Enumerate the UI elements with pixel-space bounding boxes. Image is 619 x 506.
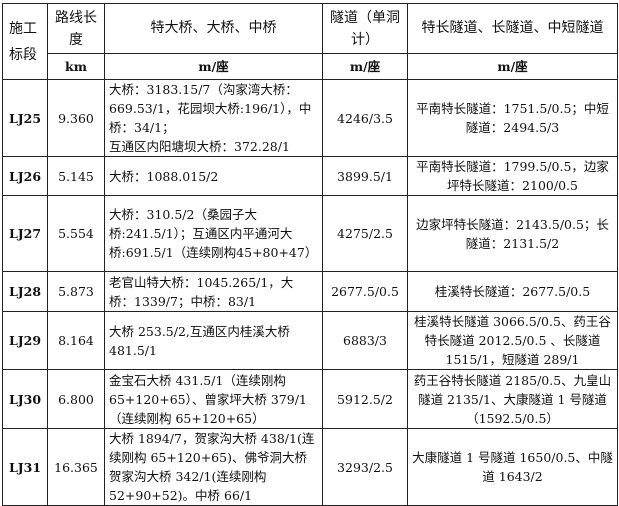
tunnels-cell: 3899.5/1 — [322, 156, 408, 196]
unit-length: km — [47, 53, 105, 80]
header-row: 施工标段 路线长度 特大桥、大桥、中桥 隧道（单洞计） 特长隧道、长隧道、中短隧… — [2, 3, 618, 80]
length-cell: 6.800 — [47, 369, 105, 429]
tunnels-cell: 6883/3 — [322, 311, 408, 370]
length-cell: 5.873 — [47, 271, 105, 312]
tunnel-types-cell: 大康隧道 1 号隧道 1650/0.5、中隧道 1643/2 — [407, 428, 618, 506]
section-cell: LJ29 — [2, 311, 48, 370]
construction-sections-table: 施工标段 路线长度 特大桥、大桥、中桥 隧道（单洞计） 特长隧道、长隧道、中短隧… — [2, 3, 618, 506]
tunnel-types-cell: 药王谷特长隧道 2185/0.5、九皇山隧道 2135/1、大康隧道 1 号隧道… — [407, 369, 618, 429]
header-tunnel-types: 特长隧道、长隧道、中短隧道 — [407, 3, 618, 54]
table-row: LJ25 9.360 大桥：3183.15/7（沟家湾大桥：669.53/1，花园坝… — [2, 79, 618, 157]
section-cell: LJ27 — [2, 195, 48, 272]
bridges-cell: 大桥：3183.15/7（沟家湾大桥：669.53/1，花园坝大桥:196/1）… — [104, 79, 323, 157]
tunnels-cell: 4246/3.5 — [322, 79, 408, 157]
tunnel-types-cell: 边家坪特长隧道：2143.5/0.5；长隧道：2131.5/2 — [407, 195, 618, 272]
length-cell: 5.145 — [47, 156, 105, 196]
tunnel-types-cell: 平南特长隧道：1751.5/0.5；中短隧道：2494.5/3 — [407, 79, 618, 157]
table-row: LJ31 16.365 大桥 1894/7，贺家沟大桥 438/1(连续刚构 65+… — [2, 428, 618, 506]
table-row: LJ29 8.164 大桥 253.5/2,互通区内桂溪大桥 481.5/1 6883… — [2, 311, 618, 370]
units-row: km m/座 m/座 m/座 — [3, 53, 618, 80]
tunnel-types-cell: 桂溪特长隧道 3066.5/0.5、药王谷特长隧道 2012.5/0.5 、长隧… — [407, 311, 618, 370]
bridges-cell: 大桥 253.5/2,互通区内桂溪大桥 481.5/1 — [104, 311, 323, 370]
section-cell: LJ26 — [2, 156, 48, 196]
section-cell: LJ30 — [2, 369, 48, 429]
length-cell: 16.365 — [47, 428, 105, 506]
tunnels-cell: 2677.5/0.5 — [322, 271, 408, 312]
section-cell: LJ31 — [2, 428, 48, 506]
table-row: LJ26 5.145 大桥：1088.015/2 3899.5/1 平南特长隧道：179… — [2, 156, 618, 196]
unit-bridges: m/座 — [104, 53, 323, 80]
bridges-cell: 老官山特大桥：1045.265/1，大桥：1339/7；中桥：83/1 — [104, 271, 323, 312]
table-row: LJ27 5.554 大桥：310.5/2（桑园子大桥:241.5/1）；互通区内平… — [2, 195, 618, 272]
unit-tunnel-types: m/座 — [407, 53, 618, 80]
section-cell: LJ25 — [2, 79, 48, 157]
bridges-cell: 大桥：310.5/2（桑园子大桥:241.5/1）；互通区内平通河大桥:691.… — [104, 195, 323, 272]
tunnels-cell: 4275/2.5 — [322, 195, 408, 272]
tunnels-cell: 3293/2.5 — [322, 428, 408, 506]
table-row: LJ28 5.873 老官山特大桥：1045.265/1，大桥：1339/7；中桥：… — [2, 271, 618, 312]
header-tunnels: 隧道（单洞计） — [322, 3, 408, 54]
length-cell: 8.164 — [47, 311, 105, 370]
header-length: 路线长度 — [47, 3, 105, 54]
table-row: LJ30 6.800 金宝石大桥 431.5/1（连续刚构65+120+65）、曾家… — [2, 369, 618, 429]
section-cell: LJ28 — [2, 271, 48, 312]
bridges-cell: 金宝石大桥 431.5/1（连续刚构65+120+65）、曾家坪大桥 379/1… — [104, 369, 323, 429]
header-section: 施工标段 — [2, 3, 48, 80]
tunnel-types-cell: 桂溪特长隧道：2677.5/0.5 — [407, 271, 618, 312]
bridges-cell: 大桥 1894/7，贺家沟大桥 438/1(连续刚构 65+120+65)、佛爷… — [104, 428, 323, 506]
unit-tunnels: m/座 — [322, 53, 408, 80]
length-cell: 9.360 — [47, 79, 105, 157]
tunnel-types-cell: 平南特长隧道：1799.5/0.5，边家坪特长隧道：2100/0.5 — [407, 156, 618, 196]
tunnels-cell: 5912.5/2 — [322, 369, 408, 429]
bridges-cell: 大桥：1088.015/2 — [104, 156, 323, 196]
header-bridges: 特大桥、大桥、中桥 — [104, 3, 323, 54]
length-cell: 5.554 — [47, 195, 105, 272]
